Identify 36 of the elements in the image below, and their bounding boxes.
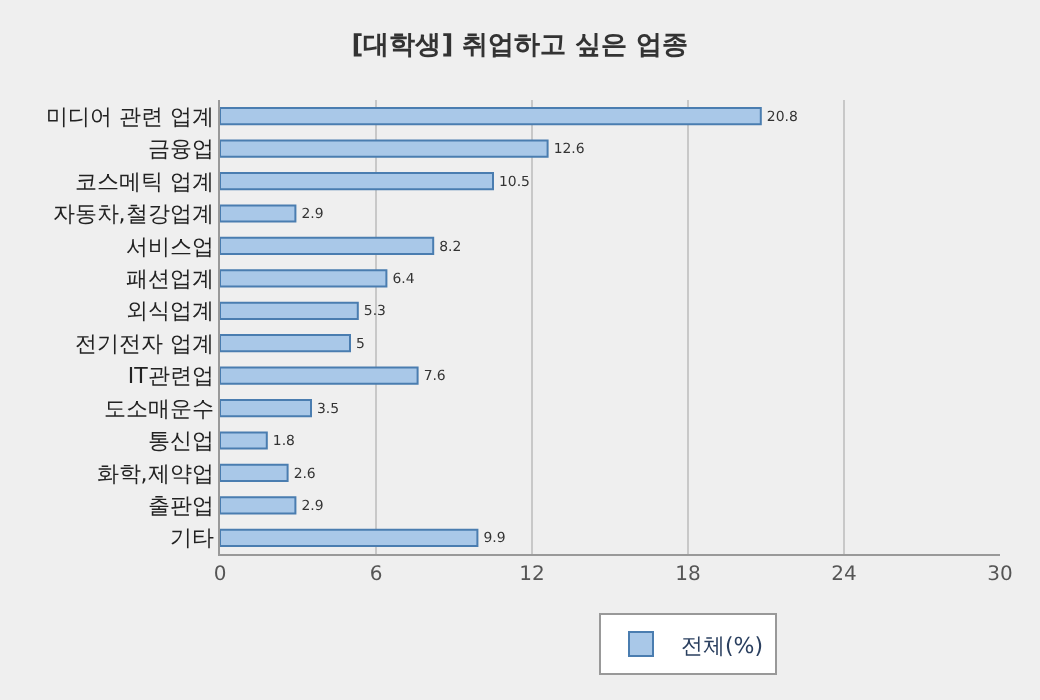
bar [220, 139, 549, 158]
x-tick-label: 12 [519, 564, 545, 586]
bar [220, 204, 297, 223]
y-tick-label: 자동차,철강업계 [52, 201, 214, 228]
y-tick-label: 패션업계 [125, 266, 214, 293]
y-tick-label: 코스메틱 업계 [74, 168, 214, 195]
bar [220, 528, 479, 547]
x-tick-label: 24 [831, 564, 857, 586]
bar [220, 463, 289, 483]
y-tick-label: 통신업 [147, 428, 214, 455]
y-tick-label: 서비스업 [125, 233, 214, 260]
bar [220, 431, 268, 450]
y-tick-label: 미디어 관련 업계 [45, 103, 214, 130]
bar [220, 301, 359, 320]
chart-title: [대학생] 취업하고 싶은 업종 [351, 31, 689, 62]
bar [220, 398, 312, 418]
y-tick-label: 외식업계 [125, 298, 214, 325]
legend-label: 전체(%) [681, 632, 764, 659]
x-tick-label: 30 [987, 564, 1013, 586]
y-tick-label: 화학,제약업 [96, 460, 214, 487]
x-tick-label: 18 [675, 564, 701, 586]
bar [220, 334, 351, 353]
y-tick-label: IT관련업 [127, 363, 214, 390]
x-tick-label: 0 [213, 564, 227, 586]
bar [220, 171, 494, 191]
bar [220, 236, 435, 256]
y-tick-label: 기타 [169, 525, 214, 552]
bar [220, 496, 297, 515]
bar [220, 107, 762, 126]
x-tick-label: 6 [369, 564, 383, 586]
y-tick-label: 출판업 [147, 493, 214, 520]
bar [220, 366, 419, 385]
y-tick-label: 도소매운수 [103, 395, 214, 422]
y-tick-label: 금융업 [147, 136, 214, 163]
bar [220, 269, 388, 288]
y-tick-label: 전기전자 업계 [74, 330, 214, 357]
